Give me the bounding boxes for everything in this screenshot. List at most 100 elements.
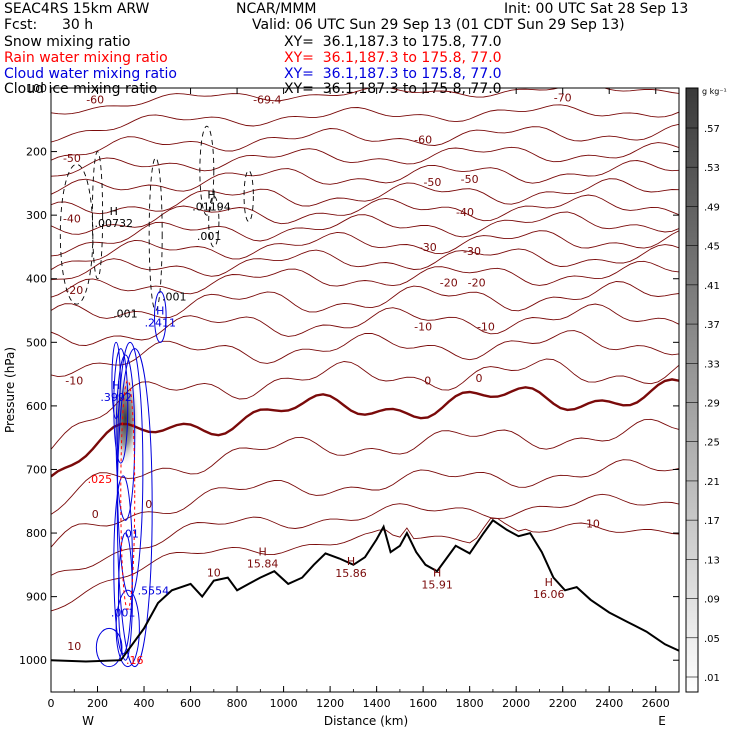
isotherm-label: 10: [207, 566, 221, 579]
forecast-hour: 30 h: [62, 17, 94, 33]
isotherm-label: -60: [86, 93, 104, 106]
isotherm-contour: [51, 358, 679, 450]
x-tick-label: 800: [227, 697, 248, 710]
isotherm-label: 10: [67, 640, 81, 653]
isotherm-label: 0: [475, 372, 482, 385]
isotherm-label: -69.4: [253, 93, 281, 106]
snow-ice-contour: [208, 195, 220, 248]
colorbar-tick-label: .57: [704, 124, 720, 135]
x-tick-label: 2600: [642, 697, 670, 710]
maximum-marker: H: [433, 567, 441, 580]
colorbar-tick-label: .49: [704, 202, 720, 213]
maximum-value: 15.86: [335, 567, 367, 580]
maximum-value: 16.06: [533, 588, 565, 601]
maximum-marker: H: [347, 555, 355, 568]
maximum-marker: H: [259, 546, 267, 559]
maximum-value: .00732: [95, 217, 134, 230]
isotherm-contour: [51, 194, 679, 235]
rain-water-contour: [120, 379, 136, 610]
isotherm-label: -50: [63, 152, 81, 165]
cloud-water-contour: [95, 627, 123, 668]
forecast-label: Fcst:: [4, 17, 38, 33]
y-tick-label: 1000: [19, 654, 47, 667]
snow-ice-contour: [148, 157, 163, 311]
isotherm-contour: [51, 418, 679, 515]
isotherm-label: 0: [424, 374, 431, 387]
contour-value-label: .001: [197, 230, 222, 243]
isotherm-label: -50: [461, 173, 479, 186]
west-endpoint-label: W: [82, 714, 94, 728]
colorbar-tick-label: .45: [704, 242, 720, 253]
isotherm-contour: [51, 230, 679, 271]
x-tick-label: 1000: [270, 697, 298, 710]
y-tick-label: 200: [26, 146, 47, 159]
org-label: NCAR/MMM: [236, 1, 317, 17]
field-name-snow: Snow mixing ratio: [4, 34, 131, 50]
x-tick-label: 2400: [595, 697, 623, 710]
maximum-marker: H: [545, 576, 553, 589]
y-tick-label: 100: [26, 82, 47, 95]
plot-frame: [50, 87, 680, 693]
maximum-value: .3992: [100, 391, 132, 404]
maximum-value: .01194: [192, 200, 231, 213]
field-name-cloud-water: Cloud water mixing ratio: [4, 66, 177, 82]
isotherm-label: -20: [65, 284, 83, 297]
isotherm-contour: [51, 330, 679, 378]
axes: 0 200 400 600 800 1000 1200 1400 1600 1800 2000 220…: [19, 82, 680, 710]
x-tick-label: 1200: [316, 697, 344, 710]
isotherm-contour: [51, 244, 679, 281]
contour-value-label: .025: [88, 473, 113, 486]
isotherm-contour: [51, 88, 679, 115]
x-tick-label: 1800: [456, 697, 484, 710]
y-tick-label: 500: [26, 336, 47, 349]
maximum-marker: H: [112, 379, 120, 392]
isotherm-label: -30: [463, 245, 481, 258]
isotherm-label: -20: [440, 277, 458, 290]
cloud-water-contour: [117, 532, 133, 661]
plot-area: [51, 88, 679, 668]
x-tick-label: 200: [87, 697, 108, 710]
maximum-marker: H: [156, 305, 164, 318]
isotherm-label: -60: [414, 133, 432, 146]
isotherm-contour: [51, 493, 679, 576]
colorbar-unit: g kg⁻¹: [702, 87, 727, 96]
isotherm-label: -40: [456, 206, 474, 219]
isotherm-contour: [51, 378, 679, 478]
isotherm-label: -30: [419, 241, 437, 254]
x-axis-label: Distance (km): [324, 714, 408, 728]
y-axis-label: Pressure (hPa): [3, 347, 17, 433]
colorbar-tick-label: .53: [704, 163, 720, 174]
isotherm-contour: [51, 260, 679, 298]
colorbar-tick-label: .29: [704, 399, 720, 410]
colorbar-tick-label: .09: [704, 595, 720, 606]
colorbar-tick-label: .33: [704, 359, 720, 370]
y-tick-label: 700: [26, 463, 47, 476]
colorbar-tick-label: .17: [704, 516, 720, 527]
isotherm-label: -70: [554, 92, 572, 105]
isotherm-contour: [51, 142, 679, 177]
colorbar-tick-label: .21: [704, 477, 720, 488]
y-tick-label: 600: [26, 400, 47, 413]
cloud-water-contour: [154, 290, 167, 343]
maximum-marker: H: [110, 205, 118, 218]
colorbar-tick-label: .37: [704, 320, 720, 331]
x-tick-label: 400: [134, 697, 155, 710]
colorbar-tick-label: .01: [704, 673, 720, 684]
isotherm-label: -10: [414, 320, 432, 333]
isotherm-contour: [51, 211, 679, 257]
isotherm-label: 10: [586, 518, 600, 531]
colorbar-tick-label: .13: [704, 555, 720, 566]
cloud-water-contour: [115, 589, 140, 668]
field-xy-rain: XY= 36.1,187.3 to 175.8, 77.0: [284, 50, 502, 66]
cloud-water-contour: [113, 348, 129, 464]
contour-value-label: .001: [113, 308, 138, 321]
isotherm-label: -10: [65, 374, 83, 387]
isotherm-label: 0: [145, 498, 152, 511]
isotherm-contour: [51, 160, 679, 195]
colorbar-tick-label: .05: [704, 634, 720, 645]
maximum-marker: H: [207, 188, 215, 201]
field-xy-cloud-water: XY= 36.1,187.3 to 175.8, 77.0: [284, 66, 502, 82]
valid-time: Valid: 06 UTC Sun 29 Sep 13 (01 CDT Sun …: [252, 17, 625, 33]
colorbar-tick-label: .41: [704, 281, 720, 292]
maximum-value: 15.84: [247, 558, 279, 571]
